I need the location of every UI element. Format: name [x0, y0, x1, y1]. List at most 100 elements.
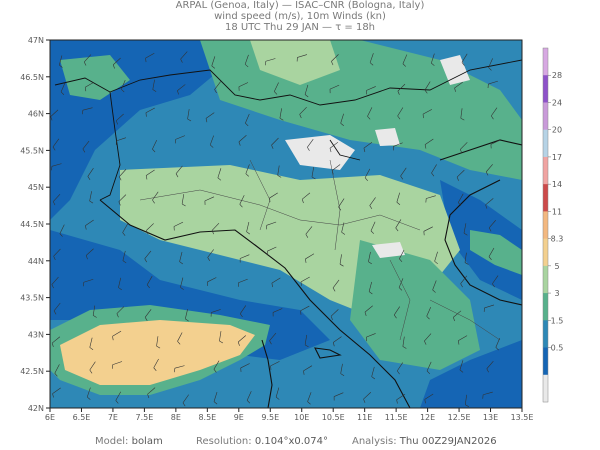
wind-barb	[395, 219, 402, 232]
wind-barb	[459, 142, 468, 154]
wind-barb	[210, 309, 221, 317]
regional-borders	[139, 159, 501, 341]
wind-barb	[174, 365, 185, 373]
wind-barb	[432, 280, 437, 293]
north-light-green-region	[250, 40, 340, 85]
colorbar-label: 3	[554, 289, 559, 298]
wind-barb	[50, 109, 59, 121]
colorbar-segment	[543, 48, 548, 76]
wind-barb	[488, 58, 493, 71]
wind-barb	[424, 138, 434, 149]
wind-barb	[333, 392, 344, 401]
wind-barb	[182, 394, 189, 407]
wind-barb	[266, 221, 277, 230]
wind-barb	[490, 139, 501, 149]
calm-patch-2	[440, 55, 470, 85]
wind-barb	[332, 279, 340, 292]
lon-label: 12.5E	[448, 413, 471, 422]
wind-barb	[118, 194, 127, 206]
wind-barb	[486, 361, 494, 373]
apennine-green-region	[350, 240, 480, 370]
lon-label: 11E	[357, 413, 372, 422]
lon-label: 11.5E	[385, 413, 408, 422]
wind-barb	[51, 336, 61, 347]
wind-barb	[175, 135, 185, 144]
lat-label: 43.5N	[20, 294, 44, 303]
wind-barb	[488, 247, 495, 260]
wind-barb	[463, 223, 468, 236]
wind-barb	[424, 333, 432, 345]
wind-barb	[83, 54, 92, 66]
colorbar-segment	[543, 129, 548, 158]
wind-barb	[53, 302, 61, 315]
wind-barb	[144, 250, 152, 263]
wind-barb	[338, 198, 345, 211]
wind-barb	[207, 277, 217, 286]
wind-barb	[239, 305, 247, 318]
wind-barb	[239, 195, 245, 208]
wind-barb	[399, 249, 405, 263]
colorbar-segment	[543, 347, 548, 376]
colorbar-label: 0.5	[551, 344, 564, 353]
wind-barb	[296, 54, 308, 62]
wind-barb	[458, 193, 464, 206]
wind-barb	[303, 365, 313, 375]
lon-label: 10.5E	[322, 413, 345, 422]
colorbar-label: 20	[552, 126, 562, 135]
wind-barb	[244, 54, 249, 68]
wind-barb	[464, 252, 469, 265]
colorbar-segment	[543, 184, 548, 212]
wind-barb	[146, 276, 153, 289]
strong-wind-core-region	[60, 320, 255, 385]
wind-barb	[181, 194, 186, 207]
south-east-blue-region	[420, 340, 522, 408]
wind-barb	[333, 336, 342, 347]
wind-barb	[331, 164, 341, 175]
wind-barb	[492, 275, 499, 288]
wind-barb	[311, 167, 316, 180]
title-line-3: 18 UTC Thu 29 JAN — τ = 18h	[224, 22, 376, 33]
lon-label: 13E	[483, 413, 498, 422]
wind-barb	[490, 107, 498, 120]
wind-barb	[211, 56, 216, 69]
wind-barb	[461, 53, 468, 66]
wind-barb	[269, 192, 278, 203]
wind-barb	[239, 254, 250, 263]
colorbar-label: 11	[552, 207, 562, 216]
wind-barb	[60, 82, 66, 95]
wind-barb	[485, 164, 493, 176]
lon-label: 7E	[108, 413, 118, 422]
wind-barb	[112, 330, 122, 341]
wind-barb	[402, 336, 407, 349]
wind-barbs	[50, 51, 501, 407]
wind-barb	[89, 337, 94, 350]
wind-barb	[89, 191, 94, 204]
wind-barb	[219, 331, 224, 344]
wind-barb	[145, 107, 155, 117]
wind-barb	[402, 54, 408, 67]
wind-barb	[393, 306, 400, 319]
wind-barb	[487, 80, 498, 89]
calm-patch-1	[285, 135, 355, 170]
wind-barb	[454, 81, 463, 92]
wind-barb	[300, 305, 310, 315]
wind-barb	[453, 310, 462, 322]
wind-barb	[238, 135, 247, 146]
wind-barb	[271, 277, 281, 288]
wind-barb	[179, 251, 184, 265]
wind-barb	[152, 139, 158, 153]
wind-barb	[237, 335, 247, 346]
wind-barb	[92, 305, 97, 318]
wind-barb	[122, 223, 128, 236]
title-line-2: wind speed (m/s), 10m Winds (kn)	[214, 11, 386, 22]
lat-label: 44.5N	[20, 220, 44, 229]
borders	[54, 59, 522, 201]
wind-barb	[115, 391, 122, 404]
lat-label: 47N	[28, 36, 44, 45]
wind-barb	[265, 58, 276, 66]
wind-barb	[464, 394, 469, 407]
wind-barb	[177, 84, 186, 95]
wind-barb	[331, 54, 339, 66]
wind-barb	[51, 276, 59, 289]
